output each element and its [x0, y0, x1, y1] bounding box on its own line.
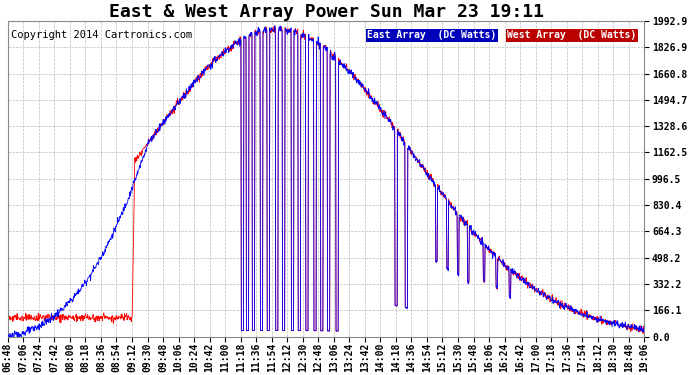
Text: East Array  (DC Watts): East Array (DC Watts) — [368, 30, 497, 40]
Text: Copyright 2014 Cartronics.com: Copyright 2014 Cartronics.com — [11, 30, 193, 40]
Title: East & West Array Power Sun Mar 23 19:11: East & West Array Power Sun Mar 23 19:11 — [108, 3, 544, 21]
Text: West Array  (DC Watts): West Array (DC Watts) — [507, 30, 637, 40]
